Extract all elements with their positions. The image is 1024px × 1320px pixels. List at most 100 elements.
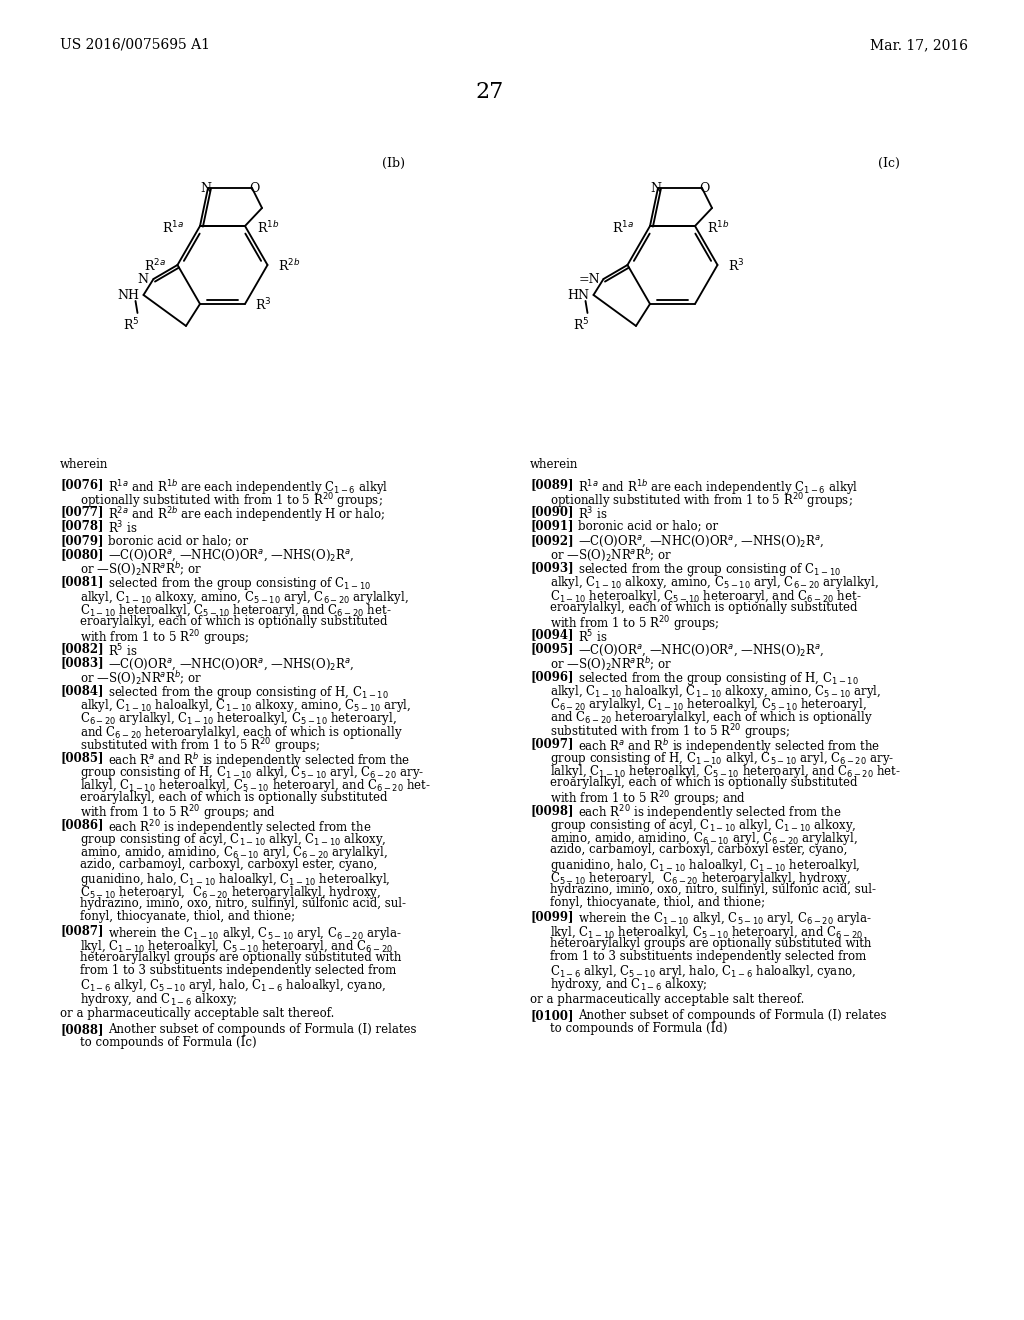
Text: group consisting of acyl, C$_{1-10}$ alkyl, C$_{1-10}$ alkoxy,: group consisting of acyl, C$_{1-10}$ alk… — [550, 817, 856, 834]
Text: R$^{1a}$: R$^{1a}$ — [612, 219, 634, 236]
Text: [0076]: [0076] — [60, 478, 103, 491]
Text: [0094]: [0094] — [530, 628, 573, 642]
Text: lkyl, C$_{1-10}$ heteroalkyl, C$_{5-10}$ heteroaryl, and C$_{6-20}$: lkyl, C$_{1-10}$ heteroalkyl, C$_{5-10}$… — [550, 924, 863, 941]
Text: [0079]: [0079] — [60, 533, 103, 546]
Text: hydrazino, imino, oxo, nitro, sulfinyl, sulfonic acid, sul-: hydrazino, imino, oxo, nitro, sulfinyl, … — [550, 883, 876, 896]
Text: alkyl, C$_{1-10}$ alkoxy, amino, C$_{5-10}$ aryl, C$_{6-20}$ arylalkyl,: alkyl, C$_{1-10}$ alkoxy, amino, C$_{5-1… — [80, 589, 409, 606]
Text: R$^{2a}$ and R$^{2b}$ are each independently H or halo;: R$^{2a}$ and R$^{2b}$ are each independe… — [108, 506, 385, 524]
Text: alkyl, C$_{1-10}$ alkoxy, amino, C$_{5-10}$ aryl, C$_{6-20}$ arylalkyl,: alkyl, C$_{1-10}$ alkoxy, amino, C$_{5-1… — [550, 574, 879, 591]
Text: amino, amido, amidino, C$_{6-10}$ aryl, C$_{6-20}$ arylalkyl,: amino, amido, amidino, C$_{6-10}$ aryl, … — [550, 830, 858, 847]
Text: selected from the group consisting of C$_{1-10}$: selected from the group consisting of C$… — [108, 576, 371, 593]
Text: Another subset of compounds of Formula (I) relates: Another subset of compounds of Formula (… — [108, 1023, 417, 1036]
Text: US 2016/0075695 A1: US 2016/0075695 A1 — [60, 38, 210, 51]
Text: azido, carbamoyl, carboxyl, carboxyl ester, cyano,: azido, carbamoyl, carboxyl, carboxyl est… — [550, 843, 848, 857]
Text: or —S(O)$_{2}$NR$^{a}$R$^{b}$; or: or —S(O)$_{2}$NR$^{a}$R$^{b}$; or — [550, 546, 672, 564]
Text: selected from the group consisting of H, C$_{1-10}$: selected from the group consisting of H,… — [578, 669, 859, 686]
Text: to compounds of Formula (Id): to compounds of Formula (Id) — [550, 1022, 727, 1035]
Text: lkyl, C$_{1-10}$ heteroalkyl, C$_{5-10}$ heteroaryl, and C$_{6-20}$: lkyl, C$_{1-10}$ heteroalkyl, C$_{5-10}$… — [80, 937, 393, 954]
Text: [0086]: [0086] — [60, 818, 103, 832]
Text: alkyl, C$_{1-10}$ haloalkyl, C$_{1-10}$ alkoxy, amino, C$_{5-10}$ aryl,: alkyl, C$_{1-10}$ haloalkyl, C$_{1-10}$ … — [550, 682, 882, 700]
Text: or —S(O)$_{2}$NR$^{a}$R$^{b}$; or: or —S(O)$_{2}$NR$^{a}$R$^{b}$; or — [80, 669, 203, 686]
Text: HN: HN — [567, 289, 590, 302]
Text: wherein the C$_{1-10}$ alkyl, C$_{5-10}$ aryl, C$_{6-20}$ aryla-: wherein the C$_{1-10}$ alkyl, C$_{5-10}$… — [108, 924, 402, 941]
Text: [0097]: [0097] — [530, 737, 573, 750]
Text: N: N — [201, 182, 212, 195]
Text: Another subset of compounds of Formula (I) relates: Another subset of compounds of Formula (… — [578, 1008, 887, 1022]
Text: guanidino, halo, C$_{1-10}$ haloalkyl, C$_{1-10}$ heteroalkyl,: guanidino, halo, C$_{1-10}$ haloalkyl, C… — [550, 857, 860, 874]
Text: fonyl, thiocyanate, thiol, and thione;: fonyl, thiocyanate, thiol, and thione; — [80, 911, 295, 924]
Text: [0083]: [0083] — [60, 656, 103, 669]
Text: R$^{1a}$ and R$^{1b}$ are each independently C$_{1-6}$ alkyl: R$^{1a}$ and R$^{1b}$ are each independe… — [578, 478, 858, 496]
Text: [0089]: [0089] — [530, 478, 573, 491]
Text: substituted with from 1 to 5 R$^{20}$ groups;: substituted with from 1 to 5 R$^{20}$ gr… — [550, 722, 791, 742]
Text: O: O — [249, 182, 259, 195]
Text: [0099]: [0099] — [530, 911, 573, 924]
Text: [0092]: [0092] — [530, 533, 573, 546]
Text: NH: NH — [118, 289, 139, 302]
Text: selected from the group consisting of H, C$_{1-10}$: selected from the group consisting of H,… — [108, 684, 389, 701]
Text: R$^{3}$ is: R$^{3}$ is — [578, 506, 607, 521]
Text: [0088]: [0088] — [60, 1023, 103, 1036]
Text: =N: =N — [579, 273, 600, 286]
Text: N: N — [650, 182, 662, 195]
Text: [0090]: [0090] — [530, 506, 573, 519]
Text: amino, amido, amidino, C$_{6-10}$ aryl, C$_{6-20}$ arylalkyl,: amino, amido, amidino, C$_{6-10}$ aryl, … — [80, 845, 388, 862]
Text: —C(O)OR$^{a}$, —NHC(O)OR$^{a}$, —NHS(O)$_{2}$R$^{a}$,: —C(O)OR$^{a}$, —NHC(O)OR$^{a}$, —NHS(O)$… — [578, 533, 824, 549]
Text: fonyl, thiocyanate, thiol, and thione;: fonyl, thiocyanate, thiol, and thione; — [550, 896, 765, 909]
Text: —C(O)OR$^{a}$, —NHC(O)OR$^{a}$, —NHS(O)$_{2}$R$^{a}$,: —C(O)OR$^{a}$, —NHC(O)OR$^{a}$, —NHS(O)$… — [108, 656, 354, 672]
Text: C$_{1-10}$ heteroalkyl, C$_{5-10}$ heteroaryl, and C$_{6-20}$ het-: C$_{1-10}$ heteroalkyl, C$_{5-10}$ heter… — [80, 602, 391, 619]
Text: (Ib): (Ib) — [382, 157, 406, 169]
Text: C$_{6-20}$ arylalkyl, C$_{1-10}$ heteroalkyl, C$_{5-10}$ heteroaryl,: C$_{6-20}$ arylalkyl, C$_{1-10}$ heteroa… — [80, 710, 397, 727]
Text: [0080]: [0080] — [60, 548, 103, 561]
Text: [0096]: [0096] — [530, 669, 573, 682]
Text: or a pharmaceutically acceptable salt thereof.: or a pharmaceutically acceptable salt th… — [530, 993, 805, 1006]
Text: each R$^{a}$ and R$^{b}$ is independently selected from the: each R$^{a}$ and R$^{b}$ is independentl… — [578, 737, 880, 756]
Text: [0082]: [0082] — [60, 643, 103, 656]
Text: lalkyl, C$_{1-10}$ heteroalkyl, C$_{5-10}$ heteroaryl, and C$_{6-20}$ het-: lalkyl, C$_{1-10}$ heteroalkyl, C$_{5-10… — [550, 763, 901, 780]
Text: [0095]: [0095] — [530, 643, 573, 656]
Text: eroarylalkyl, each of which is optionally substituted: eroarylalkyl, each of which is optionall… — [550, 601, 857, 614]
Text: R$^{3}$ is: R$^{3}$ is — [108, 520, 137, 536]
Text: with from 1 to 5 R$^{20}$ groups; and: with from 1 to 5 R$^{20}$ groups; and — [550, 789, 745, 809]
Text: group consisting of H, C$_{1-10}$ alkyl, C$_{5-10}$ aryl, C$_{6-20}$ ary-: group consisting of H, C$_{1-10}$ alkyl,… — [550, 750, 894, 767]
Text: 27: 27 — [476, 81, 504, 103]
Text: selected from the group consisting of C$_{1-10}$: selected from the group consisting of C$… — [578, 561, 841, 578]
Text: heteroarylalkyl groups are optionally substituted with: heteroarylalkyl groups are optionally su… — [80, 950, 401, 964]
Text: optionally substituted with from 1 to 5 R$^{20}$ groups;: optionally substituted with from 1 to 5 … — [550, 491, 853, 511]
Text: [0098]: [0098] — [530, 804, 573, 817]
Text: each R$^{20}$ is independently selected from the: each R$^{20}$ is independently selected … — [578, 804, 842, 824]
Text: to compounds of Formula (Ic): to compounds of Formula (Ic) — [80, 1036, 257, 1049]
Text: C$_{6-20}$ arylalkyl, C$_{1-10}$ heteroalkyl, C$_{5-10}$ heteroaryl,: C$_{6-20}$ arylalkyl, C$_{1-10}$ heteroa… — [550, 696, 867, 713]
Text: alkyl, C$_{1-10}$ haloalkyl, C$_{1-10}$ alkoxy, amino, C$_{5-10}$ aryl,: alkyl, C$_{1-10}$ haloalkyl, C$_{1-10}$ … — [80, 697, 412, 714]
Text: eroarylalkyl, each of which is optionally substituted: eroarylalkyl, each of which is optionall… — [80, 791, 387, 804]
Text: heteroarylalkyl groups are optionally substituted with: heteroarylalkyl groups are optionally su… — [550, 937, 871, 950]
Text: or —S(O)$_{2}$NR$^{a}$R$^{b}$; or: or —S(O)$_{2}$NR$^{a}$R$^{b}$; or — [80, 561, 203, 578]
Text: O: O — [698, 182, 710, 195]
Text: hydrazino, imino, oxo, nitro, sulfinyl, sulfonic acid, sul-: hydrazino, imino, oxo, nitro, sulfinyl, … — [80, 898, 406, 911]
Text: C$_{5-10}$ heteroaryl,  C$_{6-20}$ heteroarylalkyl, hydroxy,: C$_{5-10}$ heteroaryl, C$_{6-20}$ hetero… — [80, 884, 381, 902]
Text: [0084]: [0084] — [60, 684, 103, 697]
Text: R$^{1a}$: R$^{1a}$ — [162, 219, 184, 236]
Text: C$_{5-10}$ heteroaryl,  C$_{6-20}$ heteroarylalkyl, hydroxy,: C$_{5-10}$ heteroaryl, C$_{6-20}$ hetero… — [550, 870, 851, 887]
Text: group consisting of acyl, C$_{1-10}$ alkyl, C$_{1-10}$ alkoxy,: group consisting of acyl, C$_{1-10}$ alk… — [80, 832, 387, 849]
Text: each R$^{20}$ is independently selected from the: each R$^{20}$ is independently selected … — [108, 818, 372, 838]
Text: C$_{1-6}$ alkyl, C$_{5-10}$ aryl, halo, C$_{1-6}$ haloalkyl, cyano,: C$_{1-6}$ alkyl, C$_{5-10}$ aryl, halo, … — [550, 964, 856, 981]
Text: azido, carbamoyl, carboxyl, carboxyl ester, cyano,: azido, carbamoyl, carboxyl, carboxyl est… — [80, 858, 378, 871]
Text: substituted with from 1 to 5 R$^{20}$ groups;: substituted with from 1 to 5 R$^{20}$ gr… — [80, 737, 321, 756]
Text: from 1 to 3 substituents independently selected from: from 1 to 3 substituents independently s… — [80, 964, 396, 977]
Text: Mar. 17, 2016: Mar. 17, 2016 — [870, 38, 968, 51]
Text: eroarylalkyl, each of which is optionally substituted: eroarylalkyl, each of which is optionall… — [80, 615, 387, 628]
Text: or —S(O)$_{2}$NR$^{a}$R$^{b}$; or: or —S(O)$_{2}$NR$^{a}$R$^{b}$; or — [550, 656, 672, 673]
Text: —C(O)OR$^{a}$, —NHC(O)OR$^{a}$, —NHS(O)$_{2}$R$^{a}$,: —C(O)OR$^{a}$, —NHC(O)OR$^{a}$, —NHS(O)$… — [108, 548, 354, 564]
Text: [0087]: [0087] — [60, 924, 103, 937]
Text: boronic acid or halo; or: boronic acid or halo; or — [578, 520, 718, 532]
Text: guanidino, halo, C$_{1-10}$ haloalkyl, C$_{1-10}$ heteroalkyl,: guanidino, halo, C$_{1-10}$ haloalkyl, C… — [80, 871, 390, 888]
Text: (Ic): (Ic) — [878, 157, 900, 169]
Text: from 1 to 3 substituents independently selected from: from 1 to 3 substituents independently s… — [550, 950, 866, 964]
Text: R$^{3}$: R$^{3}$ — [255, 297, 271, 313]
Text: R$^{1b}$: R$^{1b}$ — [707, 220, 729, 236]
Text: wherein: wherein — [60, 458, 109, 471]
Text: and C$_{6-20}$ heteroarylalkyl, each of which is optionally: and C$_{6-20}$ heteroarylalkyl, each of … — [80, 723, 403, 741]
Text: [0100]: [0100] — [530, 1008, 573, 1022]
Text: and C$_{6-20}$ heteroarylalkyl, each of which is optionally: and C$_{6-20}$ heteroarylalkyl, each of … — [550, 709, 873, 726]
